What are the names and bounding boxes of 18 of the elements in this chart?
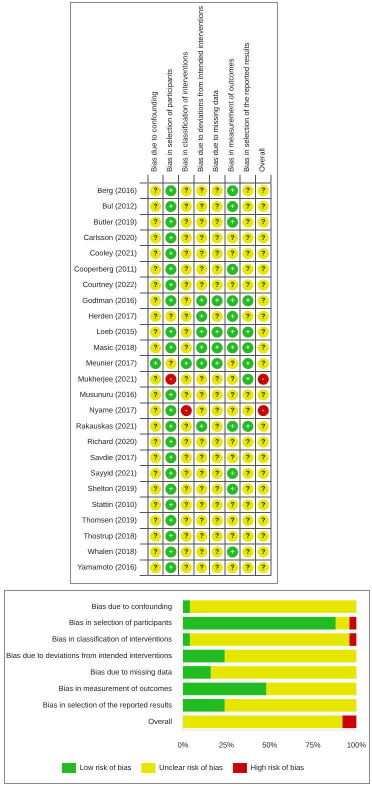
bar — [183, 699, 225, 712]
bar — [266, 682, 356, 696]
bar — [336, 616, 350, 630]
bar — [183, 650, 225, 662]
bar — [349, 633, 356, 646]
bar — [183, 715, 343, 728]
bar — [183, 682, 266, 696]
bar — [183, 600, 190, 614]
bar — [210, 666, 356, 679]
bar — [190, 600, 356, 614]
bar — [183, 666, 211, 679]
bar — [224, 650, 356, 662]
bar — [183, 616, 336, 630]
bar — [183, 633, 190, 646]
bar — [342, 715, 356, 728]
bar — [349, 616, 356, 630]
bar — [190, 633, 350, 646]
bar — [224, 699, 356, 712]
